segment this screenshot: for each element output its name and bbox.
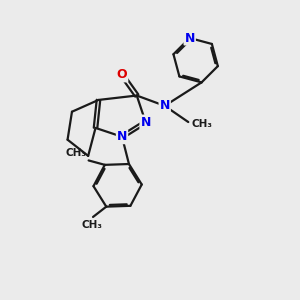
Text: N: N xyxy=(117,130,127,143)
Text: N: N xyxy=(160,99,170,112)
Text: N: N xyxy=(184,32,195,44)
Text: N: N xyxy=(140,116,151,128)
Text: CH₃: CH₃ xyxy=(81,220,102,230)
Text: CH₃: CH₃ xyxy=(192,119,213,129)
Text: O: O xyxy=(117,68,127,81)
Text: CH₃: CH₃ xyxy=(65,148,86,158)
